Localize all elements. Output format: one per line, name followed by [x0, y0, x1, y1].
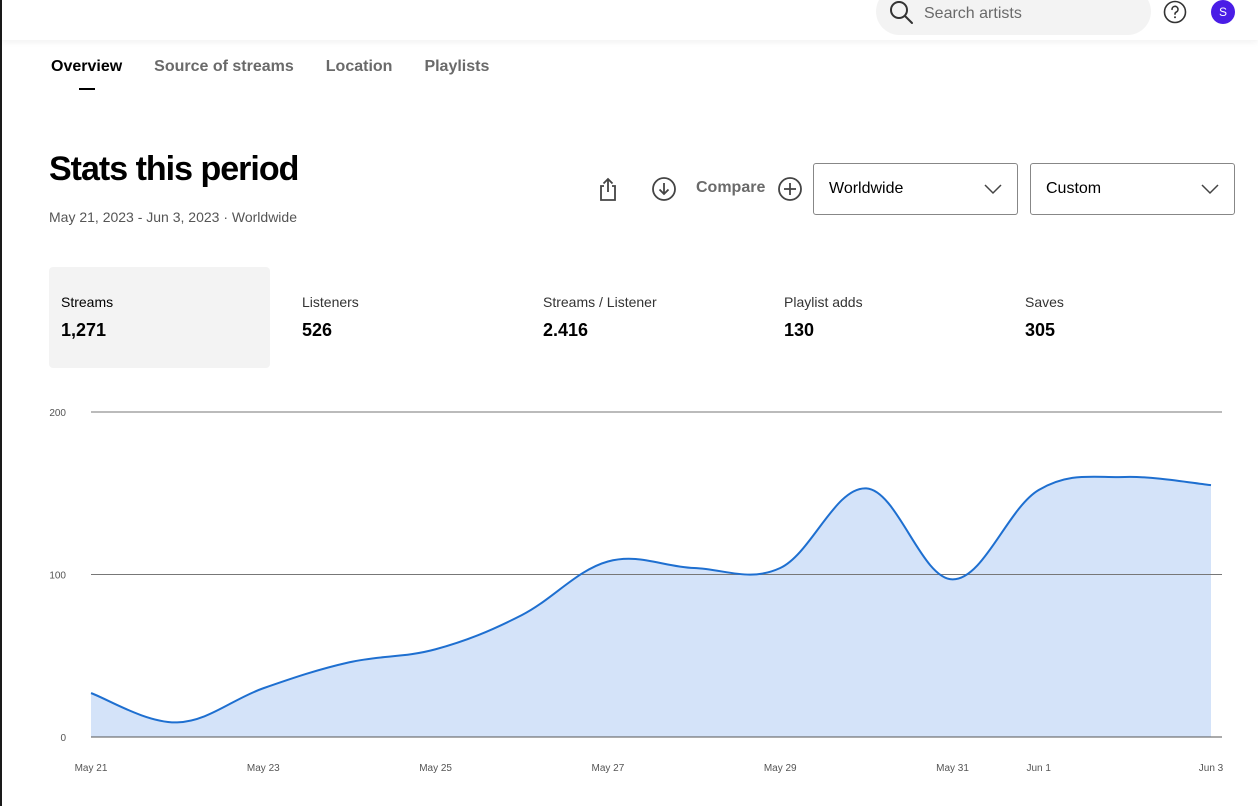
share-icon[interactable]: [595, 176, 621, 202]
metric-label: Streams: [61, 294, 114, 310]
location-select[interactable]: Worldwide: [813, 163, 1018, 215]
x-tick-label: May 23: [247, 763, 280, 774]
metric-value: 130: [784, 320, 815, 340]
search-bar[interactable]: [876, 0, 1151, 35]
metric-value: 305: [1025, 320, 1056, 340]
tab-source-of-streams[interactable]: Source of streams: [154, 58, 294, 75]
period-select-value: Custom: [1046, 180, 1102, 197]
chart-series-line[interactable]: [90, 475, 1212, 724]
metric-value: 526: [302, 320, 333, 340]
metric-label: Streams / Listener: [543, 294, 657, 310]
metric-value: 1,271: [61, 320, 107, 340]
period-subtitle: May 21, 2023 - Jun 3, 2023 · Worldwide: [49, 209, 297, 225]
x-tick-label: Jun 3: [1199, 763, 1224, 774]
y-tick-label: 200: [49, 408, 66, 419]
download-icon[interactable]: [651, 176, 677, 202]
search-icon: [890, 1, 913, 24]
metric-label: Playlist adds: [784, 294, 863, 310]
tab-bar: Overview Source of streams Location Play…: [51, 58, 490, 90]
tab-overview[interactable]: Overview: [51, 58, 122, 90]
metric-value: 2.416: [543, 320, 589, 340]
x-tick-label: May 27: [592, 763, 625, 774]
metric-listeners[interactable]: Listeners 526: [290, 267, 511, 368]
x-tick-label: May 31: [936, 763, 969, 774]
metric-saves[interactable]: Saves 305: [1013, 267, 1234, 368]
compare-button[interactable]: Compare: [696, 179, 766, 196]
metric-label: Listeners: [302, 294, 359, 310]
search-input[interactable]: [924, 5, 1124, 25]
chart-x-axis: May 21 May 23 May 25 May 27 May 29 May 31 Jun …: [75, 763, 1224, 774]
chevron-down-icon: [984, 184, 1002, 195]
x-tick-label: May 21: [75, 763, 108, 774]
metric-label: Saves: [1025, 294, 1064, 310]
tab-location[interactable]: Location: [325, 58, 393, 75]
location-select-value: Worldwide: [829, 180, 904, 197]
chevron-down-icon: [1201, 184, 1219, 195]
avatar[interactable]: S: [1211, 0, 1235, 24]
metric-streams[interactable]: Streams 1,271: [49, 267, 270, 368]
add-compare-icon[interactable]: [777, 176, 803, 202]
chart-area-fill: [91, 476, 1211, 737]
x-tick-label: Jun 1: [1026, 763, 1051, 774]
y-tick-label: 100: [49, 571, 66, 582]
metrics-row: Streams 1,271 Listeners 526 Streams / Li…: [49, 267, 1235, 368]
help-icon[interactable]: [1163, 0, 1187, 24]
y-tick-label: 0: [60, 733, 66, 744]
metric-playlist-adds[interactable]: Playlist adds 130: [772, 267, 993, 368]
metric-streams-per-listener[interactable]: Streams / Listener 2.416: [531, 267, 752, 368]
x-tick-label: May 25: [419, 763, 452, 774]
page-title: Stats this period: [49, 150, 299, 188]
window-edge: [0, 0, 2, 806]
period-select[interactable]: Custom: [1030, 163, 1235, 215]
x-tick-label: May 29: [764, 763, 797, 774]
tab-playlists[interactable]: Playlists: [424, 58, 490, 75]
